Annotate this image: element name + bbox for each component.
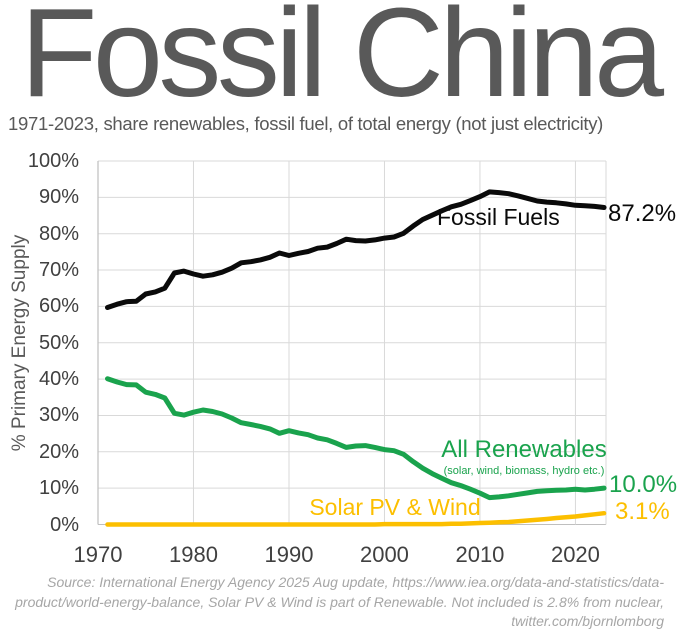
- source-note-line-2: product/world-energy-balance, Solar PV &…: [15, 593, 664, 610]
- y-tick-label-100: 100%: [27, 150, 79, 172]
- y-tick-label-50: 50%: [38, 331, 79, 354]
- all-renewables-sublabel: (solar, wind, biomass, hydro etc.): [443, 465, 605, 477]
- y-tick-label-0: 0%: [50, 513, 79, 536]
- y-tick-label-40: 40%: [38, 368, 79, 391]
- all-renewables-end-value: 10.0%: [609, 471, 678, 498]
- source-note: Source: International Energy Agency 2025…: [10, 573, 664, 629]
- solar-pv-wind-series-label: Solar PV & Wind: [309, 494, 481, 520]
- fossil-fuels-end-value: 87.2%: [608, 200, 677, 227]
- solar-pv-wind-end-value: 3.1%: [615, 498, 670, 525]
- x-tick-label-1990: 1990: [264, 542, 314, 567]
- x-tick-label-2010: 2010: [455, 542, 505, 567]
- y-tick-label-10: 10%: [38, 477, 79, 500]
- page-title: Fossil China: [20, 0, 664, 123]
- x-tick-label-2020: 2020: [550, 542, 600, 567]
- all-renewables-line: [105, 376, 607, 501]
- all-renewables-series-label: All Renewables: [441, 436, 607, 463]
- y-tick-label-30: 30%: [38, 404, 79, 427]
- y-tick-label-90: 90%: [38, 186, 79, 209]
- y-tick-label-60: 60%: [38, 295, 79, 318]
- y-tick-label-70: 70%: [38, 259, 79, 282]
- solar-pv-wind-line: [105, 510, 607, 527]
- x-tick-label-1980: 1980: [169, 542, 218, 567]
- source-note-line-3: twitter.com/bjornlomborg: [511, 613, 664, 629]
- fossil-fuels-series-label: Fossil Fuels: [437, 204, 560, 230]
- fossil-fuels-line: [105, 189, 607, 310]
- source-note-line-1: Source: International Energy Agency 2025…: [47, 574, 664, 590]
- page-subtitle: 1971-2023, share renewables, fossil fuel…: [8, 113, 604, 134]
- y-tick-label-80: 80%: [38, 222, 79, 245]
- y-tick-label-20: 20%: [38, 440, 79, 463]
- x-tick-label-1970: 1970: [73, 542, 123, 567]
- x-tick-label-2000: 2000: [359, 542, 409, 567]
